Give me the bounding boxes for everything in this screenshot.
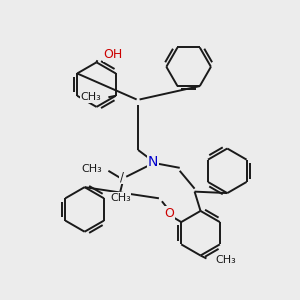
Text: O: O	[164, 207, 174, 220]
Text: CH₃: CH₃	[80, 92, 101, 102]
Text: N: N	[148, 155, 158, 169]
Text: CH₃: CH₃	[215, 255, 236, 265]
Text: CH₃: CH₃	[110, 193, 131, 202]
Text: OH: OH	[103, 48, 123, 62]
Text: /: /	[120, 170, 124, 183]
Text: CH₃: CH₃	[82, 164, 102, 174]
